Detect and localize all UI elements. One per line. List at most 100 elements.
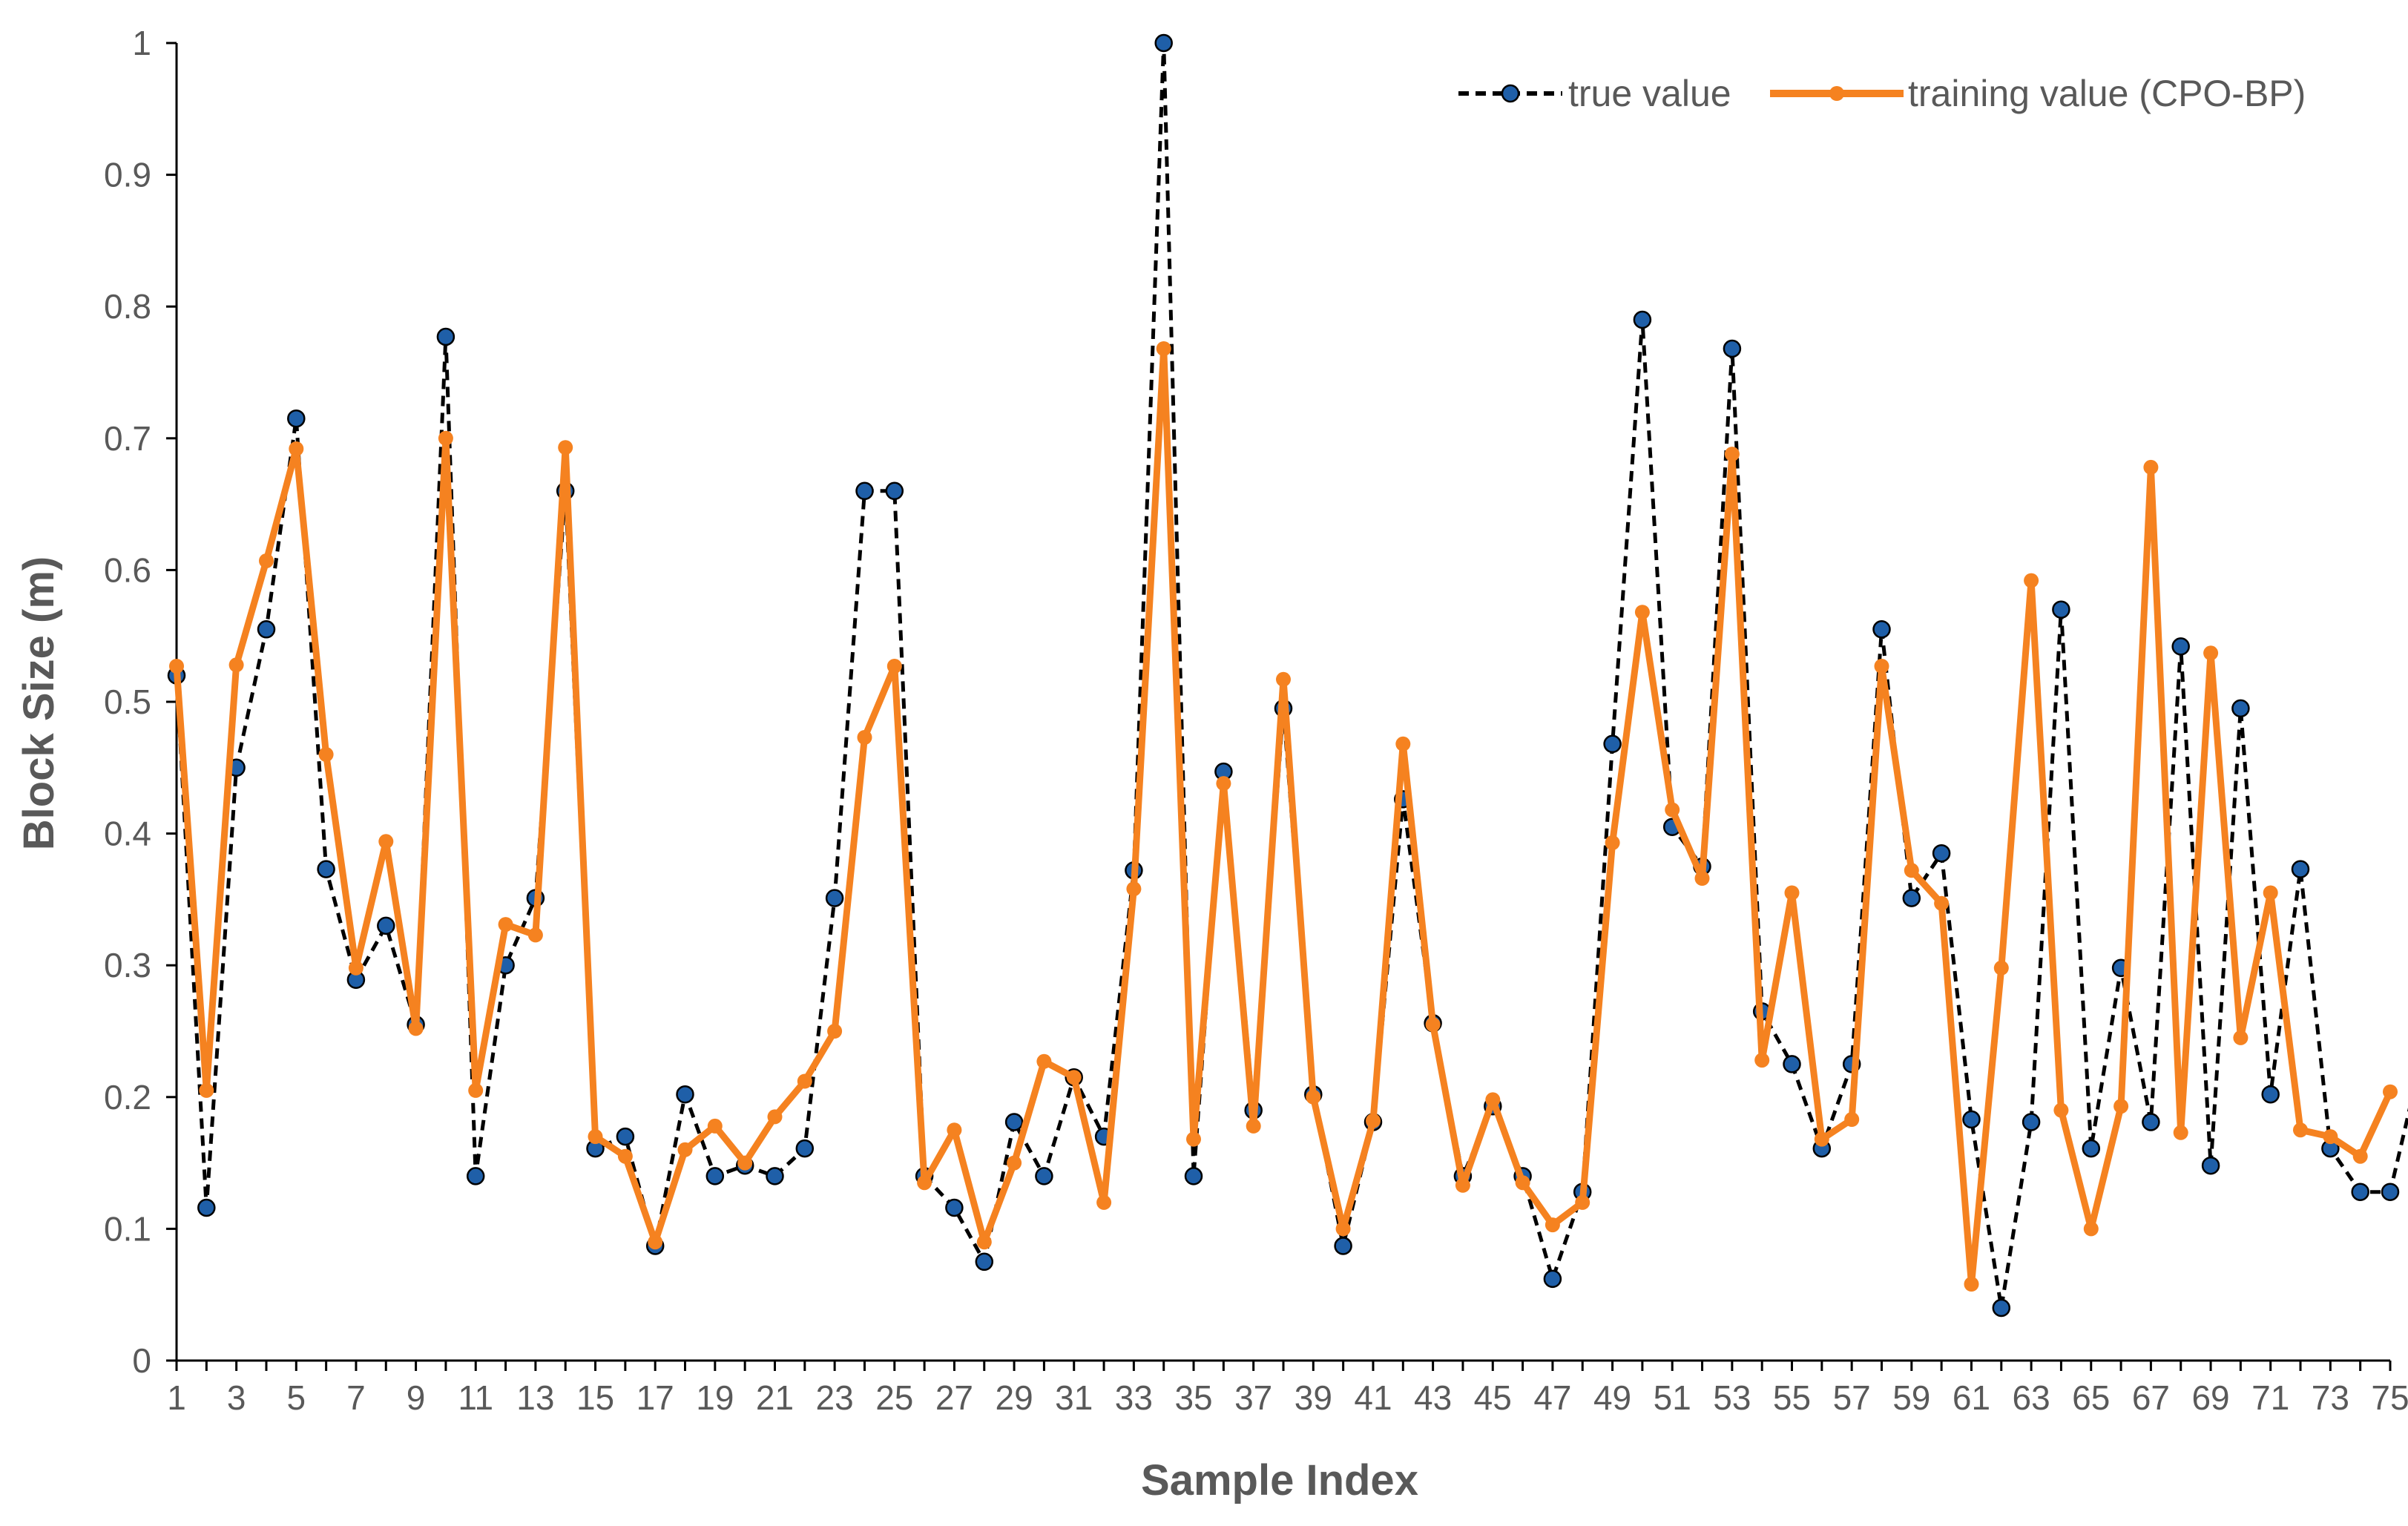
training-value-point: [1784, 885, 1800, 901]
true-value-point: [466, 1167, 485, 1185]
training-value-point: [1066, 1070, 1082, 1085]
y-tick-label: 0.6: [104, 550, 151, 589]
training-value-point: [1395, 736, 1411, 752]
true-value-point: [1603, 734, 1622, 754]
training-value-point: [498, 917, 513, 933]
training-value-point: [348, 960, 363, 976]
training-value-point: [2143, 459, 2159, 475]
x-tick-label: 9: [407, 1378, 426, 1417]
training-value-point: [2173, 1125, 2188, 1140]
x-tick-label: 59: [1892, 1378, 1930, 1417]
training-value-point: [1904, 863, 1919, 878]
true-value-point: [1154, 33, 1173, 53]
training-value-point: [857, 730, 872, 745]
x-tick-label: 31: [1055, 1378, 1093, 1417]
training-value-point: [2233, 1030, 2249, 1045]
training-value-point: [1605, 835, 1620, 850]
true-value-point: [287, 409, 306, 428]
x-tick-label: 19: [696, 1378, 734, 1417]
training-value-point: [2053, 1102, 2069, 1118]
training-value-point: [767, 1109, 783, 1125]
true-value-point: [766, 1167, 784, 1185]
training-value-line: [173, 345, 2394, 1288]
true-value-point: [2082, 1139, 2101, 1158]
training-value-point: [1575, 1194, 1590, 1210]
x-axis-title: Sample Index: [1141, 1456, 1418, 1504]
true-value-point: [1783, 1055, 1801, 1073]
training-value-point: [1007, 1155, 1022, 1171]
training-value-point: [1545, 1217, 1560, 1233]
training-value-point: [1515, 1175, 1530, 1191]
training-value-point: [1425, 1017, 1441, 1033]
y-tick-label: 0.5: [104, 683, 151, 721]
training-value-point: [558, 440, 573, 456]
training-value-point: [1634, 605, 1650, 620]
y-tick-label: 0.7: [104, 419, 151, 458]
true-value-point: [1992, 1298, 2011, 1318]
training-value-point: [2323, 1129, 2338, 1145]
true-value-point: [2261, 1085, 2280, 1104]
true-value-point: [2142, 1113, 2160, 1131]
legend-label-true-value: true value: [1568, 73, 1731, 114]
true-value-point: [257, 620, 276, 639]
true-value-point: [1633, 310, 1652, 329]
x-tick-label: 1: [167, 1378, 186, 1417]
x-tick-label: 23: [816, 1378, 854, 1417]
y-tick-label: 0.3: [104, 946, 151, 984]
y-tick-label: 1: [132, 24, 151, 62]
x-tick-label: 49: [1593, 1378, 1631, 1417]
x-tick-label: 39: [1295, 1378, 1332, 1417]
true-value-point: [945, 1198, 964, 1217]
true-value-point: [705, 1167, 725, 1185]
training-value-point: [289, 441, 304, 456]
true-value-point: [2022, 1113, 2041, 1131]
x-tick-label: 47: [1533, 1378, 1571, 1417]
training-value-point: [1186, 1131, 1201, 1147]
y-tick-label: 0.4: [104, 815, 151, 853]
y-tick-label: 0.2: [104, 1078, 151, 1116]
training-value-point: [1126, 881, 1142, 897]
true-value-point: [2052, 600, 2070, 619]
training-value-point: [976, 1234, 992, 1250]
training-value-point: [917, 1175, 932, 1191]
true-value-point: [1723, 339, 1742, 358]
true-value-point: [2171, 637, 2190, 656]
training-value-point: [1036, 1053, 1052, 1069]
training-value-point: [318, 747, 334, 762]
training-value-point: [1754, 1053, 1770, 1068]
true-value-point: [436, 327, 455, 346]
x-tick-label: 41: [1354, 1378, 1392, 1417]
true-value-point: [1932, 843, 1951, 863]
true-value-point: [975, 1252, 994, 1272]
training-value-point: [2203, 645, 2219, 661]
training-value-point: [1993, 960, 2009, 976]
x-tick-label: 71: [2251, 1378, 2289, 1417]
x-tick-label: 27: [935, 1378, 973, 1417]
training-value-point: [2113, 1099, 2129, 1114]
true-value-point: [1543, 1269, 1562, 1289]
x-tick-label: 61: [1953, 1378, 1990, 1417]
y-tick-label: 0.1: [104, 1209, 151, 1248]
ticks: 00.10.20.30.40.50.60.70.80.911 3 5 7 9 11 13 15…: [104, 24, 2408, 1417]
true-value-point: [377, 916, 395, 935]
training-value-point: [468, 1082, 484, 1098]
training-value-point: [259, 553, 274, 568]
training-value-point: [1694, 871, 1710, 886]
x-tick-label: 11: [458, 1378, 493, 1417]
training-value-point: [228, 657, 244, 673]
x-tick-label: 15: [576, 1378, 614, 1417]
training-value-point: [2352, 1148, 2368, 1164]
true-value-point: [676, 1085, 694, 1104]
x-tick-label: 17: [636, 1378, 674, 1417]
x-tick-label: 73: [2312, 1378, 2349, 1417]
training-value-point: [1814, 1131, 1829, 1147]
training-value-point: [1874, 659, 1889, 674]
training-value-point: [588, 1129, 603, 1145]
x-tick-label: 53: [1713, 1378, 1751, 1417]
training-value-point: [1455, 1177, 1470, 1193]
x-tick-label: 43: [1414, 1378, 1452, 1417]
true-value-point: [2291, 860, 2310, 878]
training-value-point: [1366, 1113, 1381, 1128]
training-value-point: [1485, 1092, 1501, 1108]
x-tick-label: 69: [2191, 1378, 2229, 1417]
